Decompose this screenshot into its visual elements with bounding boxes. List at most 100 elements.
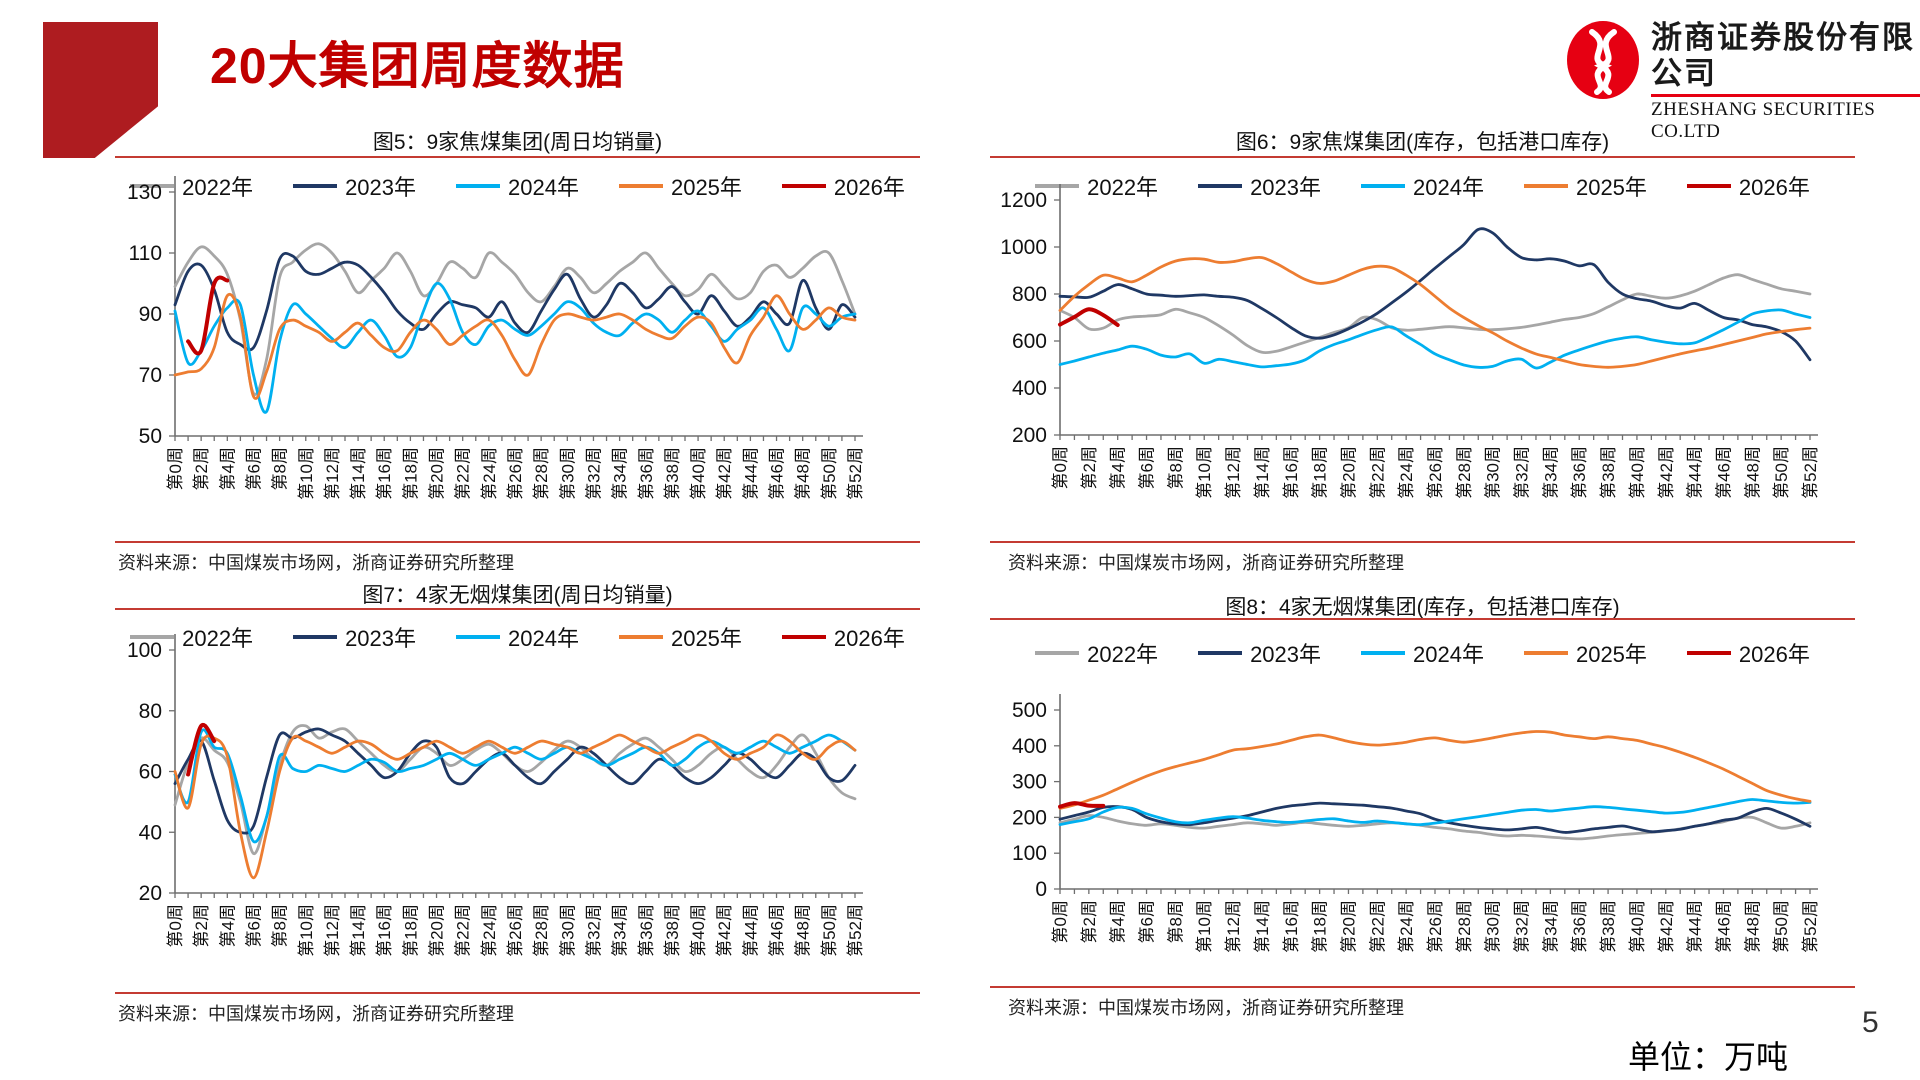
svg-text:第36周: 第36周 xyxy=(1570,900,1589,953)
svg-text:第22周: 第22周 xyxy=(454,447,473,500)
svg-text:第4周: 第4周 xyxy=(1109,446,1128,489)
svg-text:第26周: 第26周 xyxy=(1426,446,1445,499)
svg-text:第36周: 第36周 xyxy=(637,904,656,957)
legend-line-swatch xyxy=(130,184,175,188)
unit-note: 单位：万吨 xyxy=(1628,1039,1789,1075)
svg-text:第50周: 第50周 xyxy=(1772,446,1791,499)
svg-text:第0周: 第0周 xyxy=(1051,446,1070,489)
svg-text:第30周: 第30周 xyxy=(1484,900,1503,953)
svg-text:第16周: 第16周 xyxy=(1282,900,1301,953)
svg-text:60: 60 xyxy=(139,761,162,784)
legend-line-swatch xyxy=(1198,651,1243,655)
svg-text:第10周: 第10周 xyxy=(297,447,316,500)
svg-text:第52周: 第52周 xyxy=(1801,446,1820,499)
chart-source: 资料来源：中国煤炭市场网，浙商证券研究所整理 xyxy=(1008,553,1404,573)
svg-text:第32周: 第32周 xyxy=(584,904,603,957)
svg-text:第36周: 第36周 xyxy=(637,447,656,500)
legend-item: 2022年 xyxy=(130,170,253,202)
legend-item: 2024年 xyxy=(1361,170,1484,202)
logo-text: 浙商证券股份有限公司 ZHESHANG SECURITIES CO.LTD xyxy=(1651,20,1920,143)
chart-bottom-divider xyxy=(990,541,1855,543)
company-logo: 浙商证券股份有限公司 ZHESHANG SECURITIES CO.LTD xyxy=(1565,20,1920,143)
legend-line-swatch xyxy=(1035,651,1080,655)
chart-bottom-divider xyxy=(990,986,1855,988)
svg-text:第6周: 第6周 xyxy=(1138,900,1157,943)
svg-text:第50周: 第50周 xyxy=(820,447,839,500)
svg-text:第18周: 第18周 xyxy=(1311,446,1330,499)
legend-line-swatch xyxy=(618,184,663,188)
svg-text:300: 300 xyxy=(1012,771,1047,794)
svg-text:第8周: 第8周 xyxy=(271,904,290,947)
legend-item: 2025年 xyxy=(618,170,742,202)
legend-item: 2022年 xyxy=(1035,637,1158,669)
legend-line-swatch xyxy=(1523,651,1568,655)
svg-text:20: 20 xyxy=(139,882,162,905)
legend-line-swatch xyxy=(1035,184,1080,188)
svg-text:第4周: 第4周 xyxy=(218,904,237,947)
svg-text:第40周: 第40周 xyxy=(1628,900,1647,953)
legend-item: 2024年 xyxy=(456,621,579,653)
svg-text:第40周: 第40周 xyxy=(689,904,708,957)
chart-cell-fig5: 图5：9家焦煤集团(周日均销量) 2022年 2023年 2024年 2025年 202… xyxy=(115,120,920,543)
legend-line-swatch xyxy=(456,184,501,188)
svg-text:90: 90 xyxy=(139,303,162,326)
logo-name-en: ZHESHANG SECURITIES CO.LTD xyxy=(1651,99,1876,143)
svg-text:第24周: 第24周 xyxy=(1397,446,1416,499)
chart-title: 图7：4家无烟煤集团(周日均销量) xyxy=(362,584,673,607)
svg-text:第42周: 第42周 xyxy=(1657,900,1676,953)
svg-text:第16周: 第16周 xyxy=(375,447,394,500)
svg-text:第12周: 第12周 xyxy=(1224,900,1243,953)
svg-text:第34周: 第34周 xyxy=(1541,446,1560,499)
svg-text:第42周: 第42周 xyxy=(1657,446,1676,499)
svg-text:第14周: 第14周 xyxy=(1253,446,1272,499)
svg-text:400: 400 xyxy=(1012,735,1047,758)
svg-text:第18周: 第18周 xyxy=(401,447,420,500)
svg-text:第34周: 第34周 xyxy=(611,904,630,957)
legend-item: 2026年 xyxy=(1686,170,1810,202)
svg-text:110: 110 xyxy=(129,242,162,265)
svg-text:第14周: 第14周 xyxy=(349,904,368,957)
legend-line-swatch xyxy=(618,635,663,639)
svg-text:100: 100 xyxy=(1012,842,1047,865)
svg-text:第10周: 第10周 xyxy=(1195,900,1214,953)
legend-line-swatch xyxy=(1361,651,1406,655)
svg-text:第34周: 第34周 xyxy=(611,447,630,500)
svg-text:第40周: 第40周 xyxy=(1628,446,1647,499)
svg-text:第10周: 第10周 xyxy=(297,904,316,957)
svg-text:200: 200 xyxy=(1012,806,1047,829)
svg-text:100: 100 xyxy=(127,639,162,662)
chart-title: 图8：4家无烟煤集团(库存，包括港口库存) xyxy=(1225,596,1620,619)
svg-text:500: 500 xyxy=(1012,699,1047,722)
svg-text:第18周: 第18周 xyxy=(1311,900,1330,953)
svg-text:第28周: 第28周 xyxy=(1455,446,1474,499)
svg-text:第12周: 第12周 xyxy=(323,904,342,957)
logo-name-cn: 浙商证券股份有限公司 xyxy=(1651,20,1915,91)
svg-text:第28周: 第28周 xyxy=(1455,900,1474,953)
svg-text:第30周: 第30周 xyxy=(558,904,577,957)
page-number: 5 xyxy=(1862,1006,1879,1039)
svg-text:第48周: 第48周 xyxy=(1743,446,1762,499)
svg-text:第36周: 第36周 xyxy=(1570,446,1589,499)
svg-text:第46周: 第46周 xyxy=(1714,900,1733,953)
svg-text:第16周: 第16周 xyxy=(375,904,394,957)
legend-item: 2024年 xyxy=(456,170,579,202)
chart-cell-fig8: 图8：4家无烟煤集团(库存，包括港口库存) 2022年 2023年 2024年 202… xyxy=(990,575,1855,988)
legend-label: 2022年 xyxy=(1087,175,1159,200)
svg-text:第2周: 第2周 xyxy=(192,447,211,490)
svg-text:第8周: 第8周 xyxy=(1166,900,1185,943)
legend-label: 2023年 xyxy=(1250,642,1322,667)
svg-text:1200: 1200 xyxy=(1000,189,1047,212)
svg-text:第30周: 第30周 xyxy=(558,447,577,500)
svg-text:第12周: 第12周 xyxy=(323,447,342,500)
svg-text:0: 0 xyxy=(1035,878,1047,901)
legend-item: 2026年 xyxy=(781,621,905,653)
svg-text:50: 50 xyxy=(139,425,162,448)
svg-text:第44周: 第44周 xyxy=(741,447,760,500)
chart-top-divider xyxy=(990,618,1855,620)
chart-legend: 2022年 2023年 2024年 2025年 2026年 xyxy=(115,621,920,653)
chart-bottom-divider xyxy=(115,992,920,994)
legend-line-swatch xyxy=(456,635,501,639)
chart-top-divider xyxy=(115,608,920,610)
chart-top-divider xyxy=(115,156,920,158)
svg-text:第0周: 第0周 xyxy=(166,447,185,490)
